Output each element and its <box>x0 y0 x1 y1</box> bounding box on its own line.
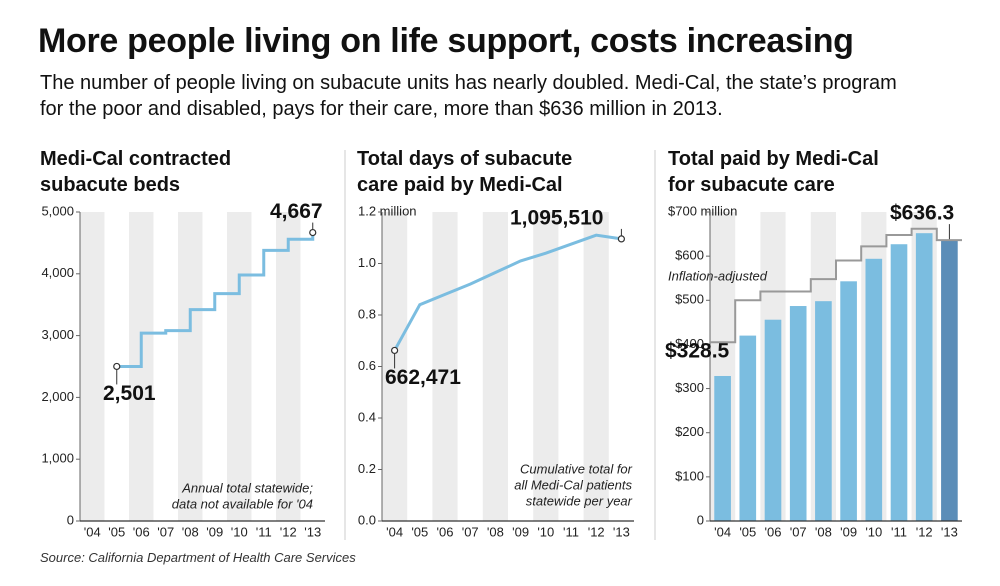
x-tick-label: '04 <box>84 524 101 539</box>
bar <box>941 240 958 521</box>
stripe <box>178 212 203 521</box>
value-label: 662,471 <box>385 366 461 389</box>
y-tick-label: 1.0 <box>358 255 376 270</box>
x-tick-label: '12 <box>588 524 605 539</box>
x-tick-label: '04 <box>386 524 403 539</box>
x-tick-label: '11 <box>256 524 272 539</box>
y-tick-label: $600 <box>675 248 704 263</box>
panel-title: Medi-Cal contracted subacute beds <box>40 148 232 196</box>
x-tick-label: '10 <box>537 524 554 539</box>
y-tick-label: 2,000 <box>41 389 74 404</box>
bar <box>915 233 933 521</box>
x-tick-label: '06 <box>437 524 454 539</box>
point <box>391 346 399 355</box>
point <box>113 362 121 371</box>
bar <box>764 319 782 521</box>
note: data not available for '04 <box>172 496 313 511</box>
bar <box>815 301 832 521</box>
y-tick-label: 0.8 <box>358 306 376 321</box>
bar <box>714 375 731 521</box>
x-tick-label: '05 <box>739 524 756 539</box>
y-tick-label: $100 <box>675 468 704 483</box>
x-tick-label: '08 <box>182 524 199 539</box>
y-tick-label: $200 <box>675 424 704 439</box>
note: Cumulative total for <box>520 461 633 476</box>
x-tick-label: '10 <box>865 524 882 539</box>
stripe <box>432 212 458 521</box>
note: statewide per year <box>526 493 633 508</box>
x-tick-label: '12 <box>280 524 297 539</box>
value-label: 1,095,510 <box>510 206 603 229</box>
bar <box>840 281 857 521</box>
x-tick-label: '11 <box>891 524 907 539</box>
x-tick-label: '08 <box>487 524 504 539</box>
stripe <box>80 212 105 521</box>
subtitle: The number of people living on subacute … <box>40 72 897 120</box>
stripe <box>533 212 559 521</box>
x-tick-label: '13 <box>304 524 321 539</box>
x-tick-label: '08 <box>815 524 832 539</box>
panel-title: Total days of subacute care paid by Medi… <box>357 148 573 196</box>
note: all Medi-Cal patients <box>514 477 632 492</box>
y-tick-label: 0.4 <box>358 409 376 424</box>
y-tick-label: 0.2 <box>358 461 376 476</box>
y-tick-label: 0.6 <box>358 358 376 373</box>
x-tick-label: '10 <box>231 524 248 539</box>
y-tick-label: $500 <box>675 292 704 307</box>
x-tick-label: '07 <box>157 524 174 539</box>
y-tick-label: 0 <box>67 512 74 527</box>
title: More people living on life support, cost… <box>38 22 854 60</box>
x-tick-label: '13 <box>941 524 958 539</box>
y-tick-label: 1,000 <box>41 451 74 466</box>
y-tick-label: 4,000 <box>41 265 74 280</box>
step-line <box>710 227 962 344</box>
y-tick-label: 3,000 <box>41 327 74 342</box>
value-label: 4,667 <box>270 200 323 223</box>
bar <box>739 335 757 521</box>
x-tick-label: '05 <box>108 524 125 539</box>
y-tick-label: 0 <box>697 512 704 527</box>
x-tick-label: '13 <box>613 524 630 539</box>
x-tick-label: '12 <box>916 524 933 539</box>
x-tick-label: '09 <box>840 524 857 539</box>
step-line <box>116 232 315 368</box>
value-label: 2,501 <box>103 382 156 405</box>
bar <box>890 244 908 521</box>
bar <box>865 258 883 521</box>
y-tick-label: 1.2 million <box>358 203 417 218</box>
stripe <box>583 212 609 521</box>
stripe <box>482 212 508 521</box>
y-tick-label: $400 <box>675 336 704 351</box>
stripe <box>276 212 301 521</box>
note: Annual total statewide; <box>181 480 313 495</box>
line <box>393 233 622 352</box>
x-tick-label: '06 <box>765 524 782 539</box>
x-tick-label: '11 <box>563 524 579 539</box>
y-tick-label: 0.0 <box>358 512 376 527</box>
value-label: $328.5 <box>665 340 730 363</box>
x-tick-label: '09 <box>206 524 223 539</box>
x-tick-label: '07 <box>462 524 479 539</box>
x-tick-label: '07 <box>790 524 807 539</box>
point <box>309 228 317 237</box>
x-tick-label: '06 <box>133 524 150 539</box>
y-tick-label: 5,000 <box>41 203 74 218</box>
bar <box>789 306 807 521</box>
x-tick-label: '05 <box>411 524 428 539</box>
panel-title: Total paid by Medi-Cal for subacute care <box>668 148 879 196</box>
point <box>617 235 626 243</box>
series-label: Inflation-adjusted <box>668 268 768 283</box>
value-label: $636.3 <box>890 202 954 225</box>
x-tick-label: '09 <box>512 524 529 539</box>
source: Source: California Department of Health … <box>40 550 356 565</box>
stripe <box>227 212 252 521</box>
y-tick-label: $700 million <box>668 203 737 218</box>
y-tick-label: $300 <box>675 380 704 395</box>
x-tick-label: '04 <box>714 524 731 539</box>
